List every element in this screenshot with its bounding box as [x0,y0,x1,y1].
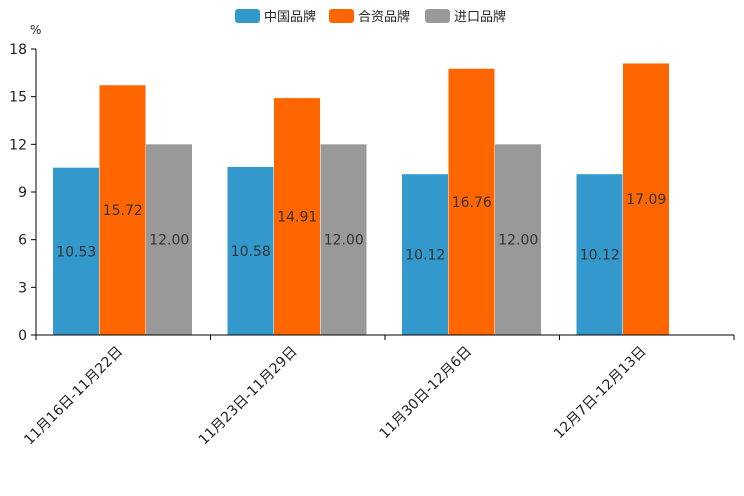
y-axis-unit-label: % [30,23,41,37]
y-tick-label: 15 [9,90,27,106]
legend-label-2[interactable]: 合资品牌 [358,9,410,25]
bar-value-label: 12.00 [498,233,538,249]
x-tick-label: 11月16日-11月22日 [21,344,126,449]
bar-2-3[interactable] [448,68,495,336]
y-tick-label: 3 [18,280,27,296]
bar-3-1[interactable] [146,144,192,335]
x-tick-label: 12月7日-12月13日 [551,344,650,443]
bar-2-1[interactable] [99,85,146,335]
bar-value-label: 12.00 [149,233,189,249]
bar-value-label: 17.09 [626,192,666,208]
bar-1-3[interactable] [402,174,448,335]
y-tick-label: 0 [18,328,27,344]
bar-2-2[interactable] [274,98,320,335]
bar-1-2[interactable] [227,166,274,335]
legend-swatch-1[interactable] [235,9,260,23]
bar-3-2[interactable] [320,144,367,335]
bar-value-label: 15.72 [103,203,143,219]
bar-value-label: 10.12 [405,248,445,264]
y-tick-label: 12 [9,137,27,153]
bar-value-label: 10.53 [56,244,96,260]
bar-value-label: 16.76 [452,195,492,211]
legend-swatch-2[interactable] [329,9,354,23]
legend: 中国品牌 合资品牌 进口品牌 [235,9,506,25]
bar-value-label: 10.58 [231,244,271,260]
legend-swatch-3[interactable] [425,9,450,23]
bar-value-label: 14.91 [277,210,317,226]
bar-1-4[interactable] [576,174,623,335]
legend-label-3[interactable]: 进口品牌 [454,9,506,25]
bars: 10.53 15.72 12.00 10.58 14.91 12.00 10.12 16.76… [53,63,669,336]
y-tick-label: 18 [9,42,27,58]
bar-2-4[interactable] [623,63,669,335]
bar-value-label: 10.12 [580,248,620,264]
bar-3-3[interactable] [495,144,541,335]
bar-value-label: 12.00 [324,233,364,249]
x-tick-label: 11月30日-12月6日 [377,344,476,443]
legend-label-1[interactable]: 中国品牌 [264,9,316,25]
y-axis: 0 3 6 9 12 15 18 [9,42,37,344]
bar-1-1[interactable] [53,167,99,335]
x-axis: 11月16日-11月22日 11月23日-11月29日 11月30日-12月6日 12… [21,334,735,449]
x-tick-label: 11月23日-11月29日 [196,344,301,449]
y-tick-label: 6 [18,233,27,249]
y-tick-label: 9 [18,185,27,201]
